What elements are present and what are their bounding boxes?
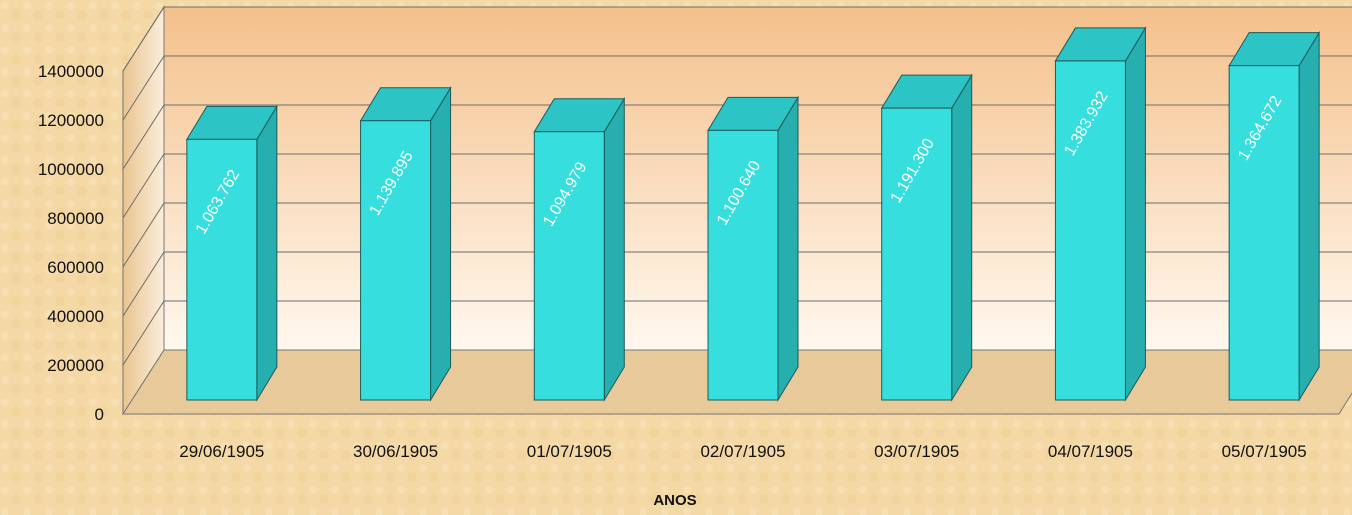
- bar: 1.383.932: [1054, 26, 1147, 402]
- bar-front: [186, 138, 258, 401]
- gridline-side: [122, 55, 165, 121]
- x-tick-label: 02/07/1905: [700, 442, 785, 461]
- x-tick-label: 04/07/1905: [1048, 442, 1133, 461]
- y-tick-label: 1200000: [38, 111, 104, 130]
- bar-side: [430, 85, 452, 402]
- bar-front: [1228, 65, 1300, 401]
- x-tick-label: 01/07/1905: [527, 442, 612, 461]
- gridline-side: [122, 104, 165, 170]
- bar: 1.191.300: [880, 73, 973, 402]
- bar-side: [1124, 26, 1146, 402]
- y-tick-label: 600000: [47, 258, 104, 277]
- bar-side: [603, 96, 625, 402]
- x-tick-label: 05/07/1905: [1222, 442, 1307, 461]
- x-axis-title: ANOS: [653, 492, 696, 509]
- bar: 1.139.895: [359, 85, 452, 402]
- bar-side: [1298, 30, 1320, 402]
- gridline-side: [122, 202, 165, 268]
- x-tick-label: 03/07/1905: [874, 442, 959, 461]
- bar: 1.364.672: [1228, 30, 1321, 402]
- bar-front: [360, 120, 432, 401]
- y-tick-label: 1400000: [38, 62, 104, 81]
- gridline-side: [122, 6, 165, 72]
- bar-side: [777, 95, 799, 402]
- bar: 1.094.979: [533, 96, 626, 402]
- y-tick-label: 0: [95, 405, 104, 424]
- y-tick-label: 200000: [47, 356, 104, 375]
- side-wall: [122, 5, 165, 416]
- bar-front: [533, 131, 605, 401]
- y-tick-label: 400000: [47, 307, 104, 326]
- gridline-side: [122, 153, 165, 219]
- y-tick-label: 800000: [47, 209, 104, 228]
- bar-front: [881, 107, 953, 401]
- bar: 1.100.640: [707, 95, 799, 402]
- bar-front: [707, 129, 779, 401]
- bar-front: [1054, 60, 1126, 401]
- bar-side: [256, 104, 278, 402]
- bar-side: [951, 73, 973, 402]
- y-tick-label: 1000000: [38, 160, 104, 179]
- x-tick-label: 30/06/1905: [353, 442, 438, 461]
- gridline-side: [122, 251, 165, 317]
- x-tick-label: 29/06/1905: [179, 442, 264, 461]
- bar: 1.063.762: [185, 104, 278, 402]
- gridline-side: [122, 300, 165, 366]
